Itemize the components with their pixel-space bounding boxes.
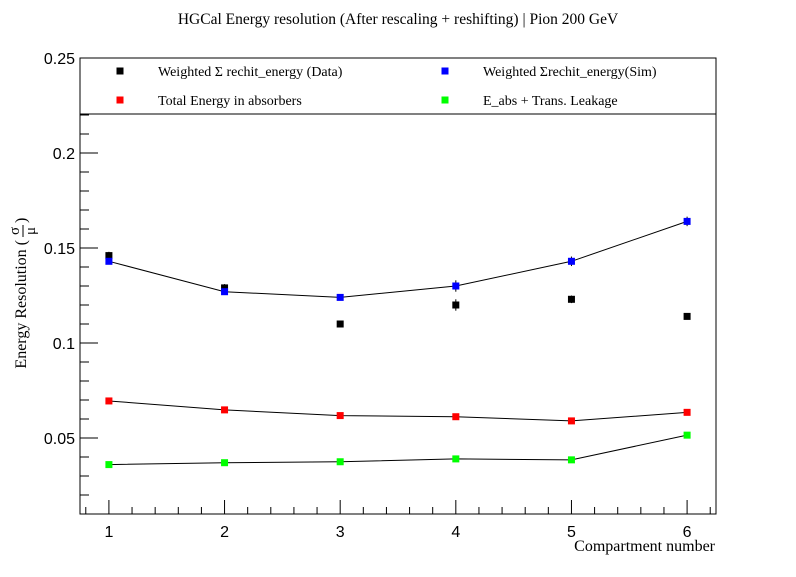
series-line: [108, 400, 688, 422]
y-tick-label: 0.1: [53, 336, 75, 353]
data-point: [105, 461, 113, 469]
legend-marker: [441, 67, 449, 75]
data-point: [221, 459, 229, 467]
plot-frame: [79, 57, 717, 515]
data-point: [683, 217, 691, 225]
chart-title: HGCal Energy resolution (After rescaling…: [178, 11, 619, 28]
data-point: [336, 293, 344, 301]
data-point: [221, 284, 229, 292]
data-point: [567, 257, 575, 265]
data-point: [221, 406, 229, 414]
data-point: [683, 312, 691, 320]
legend-label: Weighted Σ rechit_energy (Data): [158, 65, 343, 80]
legend: Weighted Σ rechit_energy (Data) Weighted …: [79, 57, 717, 115]
data-point: [567, 456, 575, 464]
series-3: [105, 431, 691, 469]
data-point: [336, 458, 344, 466]
x-tick-label: 4: [451, 524, 460, 541]
x-tick-label: 1: [104, 524, 113, 541]
data-point: [567, 295, 575, 303]
data-point: [336, 412, 344, 420]
x-tick-label: 3: [336, 524, 345, 541]
data-point: [452, 282, 460, 290]
series-1: [105, 216, 691, 301]
legend-marker: [116, 96, 124, 104]
legend-marker: [116, 67, 124, 75]
legend-label: E_abs + Trans. Leakage: [483, 94, 618, 109]
data-point: [683, 431, 691, 439]
x-tick-label: 6: [683, 524, 692, 541]
legend-marker: [441, 96, 449, 104]
series-line: [108, 220, 688, 298]
data-point: [336, 320, 344, 328]
legend-label: Total Energy in absorbers: [158, 94, 302, 109]
series-0: [105, 251, 691, 328]
data-point: [683, 408, 691, 416]
series-line: [108, 434, 688, 466]
data-point: [105, 397, 113, 405]
legend-box: [79, 57, 717, 115]
y-axis-label-numerator: σ: [7, 227, 23, 235]
legend-label: Weighted Σrechit_energy(Sim): [483, 65, 657, 80]
data-point: [452, 301, 460, 309]
data-point: [221, 288, 229, 296]
data-point: [105, 257, 113, 265]
y-tick-label: 0.05: [44, 431, 75, 448]
svg-text:Energy Resolution (: Energy Resolution (: [13, 240, 30, 369]
series-2: [105, 397, 691, 425]
data-point: [567, 417, 575, 425]
data-point: [452, 413, 460, 421]
y-tick-label: 0.25: [44, 51, 75, 68]
data-point: [452, 455, 460, 463]
x-tick-label: 5: [567, 524, 576, 541]
data-point: [105, 252, 113, 260]
y-tick-label: 0.15: [44, 241, 75, 258]
x-tick-label: 2: [220, 524, 229, 541]
y-axis-label-prefix: Energy Resolution (: [13, 240, 30, 369]
y-axis-label-suffix: ): [13, 218, 30, 223]
y-tick-label: 0.2: [53, 146, 75, 163]
y-axis-label: Energy Resolution ( σ μ ): [7, 218, 39, 369]
x-axis-label: Compartment number: [574, 538, 716, 555]
y-axis-label-denominator: μ: [23, 227, 39, 235]
